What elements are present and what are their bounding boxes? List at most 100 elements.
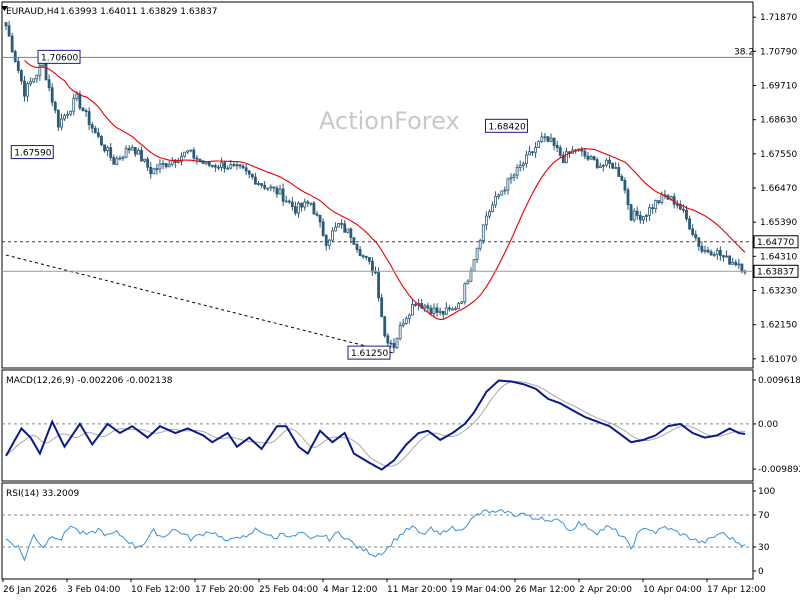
candle — [454, 306, 457, 311]
candle-body — [494, 196, 497, 206]
candle — [629, 203, 633, 222]
candle-body — [170, 160, 174, 165]
candle-body — [121, 156, 125, 159]
main-y-tick-label: 1.65390 — [760, 218, 797, 228]
candle — [334, 222, 337, 232]
swing-price-label: 1.67590 — [14, 149, 51, 159]
candle — [281, 183, 285, 206]
candle — [463, 282, 467, 305]
candle-body — [266, 187, 270, 190]
candle — [297, 201, 300, 218]
candle — [318, 214, 322, 228]
candle-body — [152, 168, 156, 175]
candle — [426, 302, 430, 313]
candle — [7, 20, 11, 37]
candle-body — [398, 325, 402, 340]
candle-body — [247, 170, 251, 175]
candle — [247, 169, 251, 179]
main-y-tick-label: 1.66470 — [760, 184, 797, 194]
candle — [648, 204, 651, 221]
candle-body — [47, 79, 51, 89]
candle-body — [598, 165, 602, 168]
candle-body — [457, 302, 461, 309]
candle-body — [731, 261, 735, 265]
candle-body — [324, 235, 328, 246]
ohlc-readout: 1.63993 1.64011 1.63829 1.63837 — [60, 7, 217, 17]
candle-body — [444, 307, 448, 315]
candle — [23, 75, 26, 102]
candle — [500, 190, 504, 196]
candle-body — [589, 156, 593, 160]
candle-body — [614, 167, 618, 169]
candle-body — [167, 163, 171, 168]
macd-signal-line — [5, 380, 746, 467]
candle-body — [346, 228, 350, 233]
rsi-y-tick-label: 70 — [758, 511, 770, 521]
candle — [734, 259, 738, 267]
candle-body — [389, 342, 393, 345]
candle-body — [75, 93, 79, 99]
candle-body — [537, 141, 541, 148]
candle — [481, 224, 485, 244]
candle-body — [306, 201, 310, 204]
candle — [635, 206, 639, 220]
candle — [537, 140, 541, 148]
candle-body — [349, 228, 353, 239]
candle-body — [149, 166, 153, 175]
candle — [309, 202, 313, 206]
candle — [183, 151, 186, 158]
candle — [275, 185, 279, 199]
candle — [93, 125, 97, 134]
candle-body — [632, 210, 636, 221]
candle — [451, 306, 454, 311]
candle — [235, 162, 239, 170]
candle-body — [13, 51, 17, 62]
candle-body — [463, 283, 467, 303]
rsi-y-tick-label: 100 — [758, 487, 775, 497]
candle — [444, 302, 448, 315]
candle — [78, 90, 82, 111]
candle-body — [429, 307, 433, 314]
rsi-y-tick-label: 0 — [758, 567, 764, 577]
candle-body — [155, 168, 159, 171]
candle-body — [565, 151, 568, 164]
candle-body — [623, 180, 627, 191]
candle — [327, 238, 331, 250]
candle — [488, 209, 491, 219]
candle-body — [321, 221, 325, 236]
swing-price-box — [484, 118, 528, 133]
candle — [605, 158, 608, 168]
x-tick-label: 17 Apr 12:00 — [707, 585, 766, 595]
x-tick-label: 10 Feb 12:00 — [131, 585, 190, 595]
candle — [103, 144, 106, 153]
candle — [32, 78, 36, 84]
macd-title: MACD(12,26,9) -0.002206 -0.002138 — [6, 376, 173, 386]
candle — [346, 228, 350, 234]
candle — [257, 181, 260, 186]
candle-body — [555, 145, 559, 148]
candle — [398, 321, 402, 341]
candle-body — [50, 87, 54, 103]
candle-body — [81, 107, 85, 112]
candle-body — [140, 149, 143, 162]
candle — [50, 83, 54, 107]
candle — [38, 62, 42, 81]
main-y-tick-label: 1.71870 — [760, 13, 797, 23]
candle — [623, 177, 627, 194]
candle-body — [161, 163, 165, 165]
candle-body — [260, 183, 263, 186]
candle-body — [414, 304, 417, 306]
candle — [306, 199, 310, 207]
candle — [611, 162, 614, 170]
candle — [432, 303, 436, 318]
candle — [457, 301, 461, 310]
candle-body — [278, 188, 282, 195]
candle — [195, 155, 199, 165]
candle-body — [694, 234, 698, 239]
candle — [660, 191, 664, 205]
candle-body — [180, 155, 183, 162]
candle-body — [715, 250, 719, 255]
candle-body — [728, 255, 732, 265]
candle-body — [601, 164, 605, 167]
candle-body — [177, 160, 180, 163]
